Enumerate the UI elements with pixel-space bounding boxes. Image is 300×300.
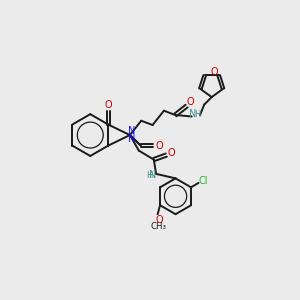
Text: H: H — [194, 110, 200, 118]
Text: N: N — [128, 127, 135, 136]
Text: N: N — [149, 170, 157, 180]
Text: N: N — [128, 134, 135, 144]
Text: O: O — [105, 100, 112, 110]
Text: CH₃: CH₃ — [151, 222, 167, 231]
Text: O: O — [210, 67, 218, 77]
Text: H: H — [146, 171, 153, 180]
Text: Cl: Cl — [199, 176, 208, 186]
Text: O: O — [187, 98, 195, 107]
Text: O: O — [168, 148, 176, 158]
Text: O: O — [155, 214, 163, 225]
Text: N: N — [190, 109, 197, 119]
Text: O: O — [155, 140, 163, 151]
